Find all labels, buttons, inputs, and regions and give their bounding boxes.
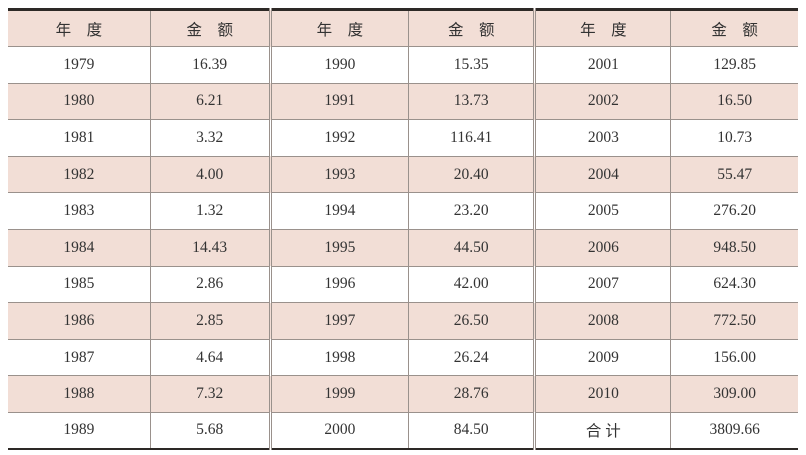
year-cell: 1994 [268,192,409,230]
year-cell: 2008 [533,302,671,340]
year-cell: 2000 [268,411,409,450]
amount-cell: 20.40 [408,155,535,194]
year-cell: 1996 [268,265,409,304]
table-row: 1979 16.39 1990 15.35 2001 129.85 [8,46,798,84]
amount-cell: 28.76 [408,375,535,413]
year-cell: 1987 [8,338,151,377]
year-cell: 1990 [268,46,409,84]
table-row: 1986 2.85 1997 26.50 2008 772.50 [8,302,798,340]
table-row: 1984 14.43 1995 44.50 2006 948.50 [8,228,798,267]
amount-cell: 276.20 [670,192,798,230]
amount-cell: 116.41 [408,119,535,157]
amount-cell: 44.50 [408,228,535,267]
table-body: 1979 16.39 1990 15.35 2001 129.85 1980 6… [8,46,798,450]
amount-cell: 15.35 [408,46,535,84]
year-cell: 1998 [268,338,409,377]
table-row: 1982 4.00 1993 20.40 2004 55.47 [8,155,798,194]
amount-column-header: 金 额 [408,9,535,47]
year-cell: 1985 [8,265,151,304]
year-cell: 1986 [8,302,151,340]
year-cell: 2009 [533,338,671,377]
table-row: 1983 1.32 1994 23.20 2005 276.20 [8,192,798,230]
year-cell: 1995 [268,228,409,267]
amount-cell: 7.32 [149,375,271,413]
year-cell: 1982 [8,155,151,194]
year-column-header: 年 度 [8,9,151,47]
year-cell: 1980 [8,82,151,121]
year-cell: 1983 [8,192,151,230]
amount-cell: 4.64 [149,338,271,377]
amount-column-header: 金 额 [670,9,798,47]
year-column-header: 年 度 [533,9,671,47]
year-column-header: 年 度 [268,9,409,47]
year-cell: 1979 [8,46,151,84]
table-row: 1987 4.64 1998 26.24 2009 156.00 [8,338,798,377]
amount-cell: 2.86 [149,265,271,304]
amount-cell: 16.39 [149,46,271,84]
table-row: 1985 2.86 1996 42.00 2007 624.30 [8,265,798,304]
year-cell: 1988 [8,375,151,413]
year-cell: 合 计 [533,411,671,450]
amount-cell: 16.50 [670,82,798,121]
year-cell: 1997 [268,302,409,340]
year-cell: 2001 [533,46,671,84]
year-cell: 2007 [533,265,671,304]
amount-cell: 1.32 [149,192,271,230]
amount-cell: 26.50 [408,302,535,340]
amount-cell: 4.00 [149,155,271,194]
amount-cell: 84.50 [408,411,535,450]
header-row: 年 度 金 额 年 度 金 额 年 度 金 额 [8,9,798,47]
year-cell: 1999 [268,375,409,413]
amount-column-header: 金 额 [149,9,271,47]
amount-cell: 14.43 [149,228,271,267]
year-cell: 1992 [268,119,409,157]
amount-cell: 26.24 [408,338,535,377]
amount-cell: 3.32 [149,119,271,157]
year-cell: 2002 [533,82,671,121]
year-cell: 1991 [268,82,409,121]
amount-cell: 42.00 [408,265,535,304]
year-cell: 1981 [8,119,151,157]
table-row: 1988 7.32 1999 28.76 2010 309.00 [8,375,798,413]
amount-cell: 129.85 [670,46,798,84]
yearly-amounts-table: 年 度 金 额 年 度 金 额 年 度 金 额 1979 16.39 1990 … [8,8,798,451]
amount-cell: 13.73 [408,82,535,121]
amount-cell: 156.00 [670,338,798,377]
table-row: 1989 5.68 2000 84.50 合 计 3809.66 [8,411,798,450]
amount-cell: 55.47 [670,155,798,194]
amount-cell: 3809.66 [670,411,798,450]
amount-cell: 6.21 [149,82,271,121]
year-cell: 2004 [533,155,671,194]
amount-cell: 772.50 [670,302,798,340]
year-cell: 2006 [533,228,671,267]
year-cell: 2003 [533,119,671,157]
amount-cell: 624.30 [670,265,798,304]
year-cell: 1989 [8,411,151,450]
amount-cell: 23.20 [408,192,535,230]
amount-cell: 309.00 [670,375,798,413]
amount-cell: 5.68 [149,411,271,450]
table-row: 1981 3.32 1992 116.41 2003 10.73 [8,119,798,157]
year-cell: 2005 [533,192,671,230]
year-cell: 2010 [533,375,671,413]
year-cell: 1993 [268,155,409,194]
year-cell: 1984 [8,228,151,267]
table-row: 1980 6.21 1991 13.73 2002 16.50 [8,82,798,121]
amount-cell: 948.50 [670,228,798,267]
amount-cell: 10.73 [670,119,798,157]
amount-cell: 2.85 [149,302,271,340]
